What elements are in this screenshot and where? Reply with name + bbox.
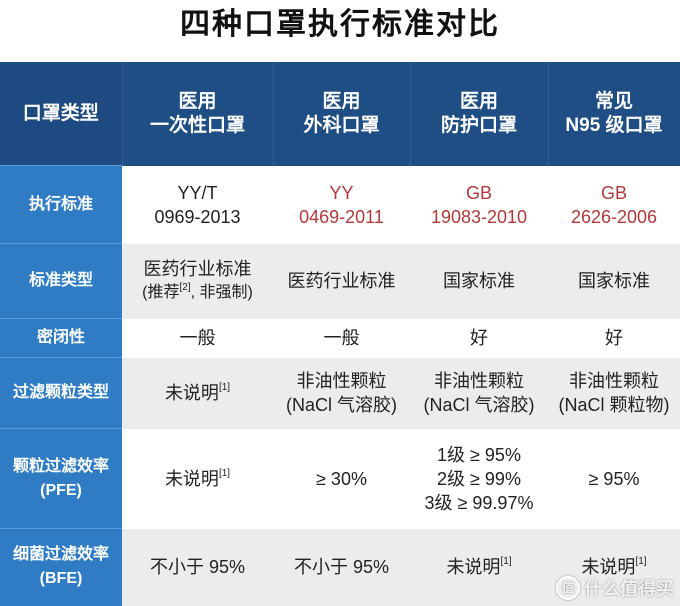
footnote-ref: [2]	[179, 282, 191, 293]
table-cell: 不小于 95%	[122, 528, 273, 606]
table-cell: 非油性颗粒 (NaCl 气溶胶)	[273, 357, 410, 429]
cell-line: 未说明	[446, 557, 501, 577]
table-cell: 国家标准	[548, 243, 680, 319]
cell-line: 非油性颗粒	[434, 371, 524, 391]
header-line2: 外科口罩	[303, 114, 380, 136]
cell-line: 未说明	[164, 468, 219, 489]
table-cell: 非油性颗粒 (NaCl 颗粒物)	[548, 357, 680, 429]
cell-line: 未说明	[581, 557, 636, 577]
table-row-bfe: 细菌过滤效率 (BFE) 不小于 95% 不小于 95% 未说明[1] 未说明[1…	[0, 528, 680, 606]
table-cell: 非油性颗粒 (NaCl 气溶胶)	[410, 357, 548, 429]
cell-line: 未说明	[164, 383, 219, 403]
watermark-logo-icon: 值	[556, 576, 580, 600]
table-cell: YY 0469-2011	[273, 166, 410, 244]
cell-line: 2626-2006	[570, 206, 658, 227]
footnote-ref: [1]	[218, 467, 231, 479]
comparison-table: 口罩类型 医用 一次性口罩 医用 外科口罩 医用 防护口罩 常见 N95 级口罩 执行标…	[0, 62, 680, 606]
table-cell: 未说明[1]	[122, 429, 273, 529]
row-label: 执行标准	[0, 165, 122, 244]
table-cell: 未说明[1]	[410, 528, 548, 606]
table-cell: ≥ 95%	[588, 468, 640, 489]
table-row-standard: 执行标准 YY/T 0969-2013 YY 0469-2011 GB 19083-2…	[0, 165, 680, 244]
header-line2: N95 级口罩	[565, 114, 663, 136]
cell-line: 0469-2011	[299, 206, 384, 227]
cell-line: 非油性颗粒	[296, 371, 387, 391]
row-label-line: (BFE)	[39, 570, 83, 588]
column-header-n95: 常见 N95 级口罩	[548, 62, 680, 166]
table-cell: 一般	[179, 328, 216, 348]
watermark: 值什么值得买	[556, 575, 674, 601]
row-label-line: 细菌过滤效率	[12, 546, 109, 564]
row-label: 密闭性	[0, 318, 122, 358]
header-line1: 医用	[178, 90, 217, 112]
table-cell: GB 19083-2010	[410, 166, 548, 244]
row-label-header: 口罩类型	[0, 62, 123, 166]
table-cell: 不小于 95%	[273, 528, 410, 606]
table-cell: GB 2626-2006	[548, 166, 680, 244]
cell-line: 非油性颗粒	[569, 371, 659, 391]
header-line1: 常见	[594, 90, 633, 112]
row-label: 过滤颗粒类型	[0, 357, 122, 429]
column-header-surgical: 医用 外科口罩	[273, 62, 411, 166]
cell-line: (NaCl 颗粒物)	[558, 395, 670, 415]
table-cell: 好	[470, 328, 488, 348]
cell-line: YY	[329, 182, 354, 203]
footnote-ref: [1]	[218, 382, 231, 393]
row-label-line: (PFE)	[40, 481, 82, 499]
header-line1: 医用	[459, 90, 498, 112]
table-row-standard-type: 标准类型 医药行业标准 (推荐[2], 非强制) 医药行业标准 国家标准 国家标准	[0, 243, 680, 319]
header-line2: 防护口罩	[440, 114, 517, 136]
cell-line: 医药行业标准	[143, 259, 252, 279]
row-label-line: 颗粒过滤效率	[12, 457, 109, 475]
row-label: 标准类型	[0, 243, 122, 319]
table-row-pfe: 颗粒过滤效率 (PFE) 未说明[1] ≥ 30% 1级 ≥ 95% 2级 ≥ 99…	[0, 428, 680, 529]
table-cell: 医药行业标准 (推荐[2], 非强制)	[122, 243, 273, 319]
column-header-protective: 医用 防护口罩	[410, 62, 549, 166]
cell-line: GB	[600, 182, 627, 203]
cell-line: 19083-2010	[430, 206, 528, 227]
footnote-ref: [1]	[635, 556, 647, 567]
cell-line: GB	[465, 182, 492, 203]
watermark-text: 什么值得买	[584, 579, 674, 599]
cell-line: YY/T	[177, 182, 218, 203]
footnote-ref: [1]	[500, 556, 512, 567]
table-cell: 未说明[1]	[122, 357, 273, 429]
table-cell: 1级 ≥ 95% 2级 ≥ 99% 3级 ≥ 99.97%	[410, 429, 548, 529]
cell-line: (NaCl 气溶胶)	[286, 395, 397, 415]
row-label: 细菌过滤效率 (BFE)	[0, 528, 122, 606]
table-cell: 医药行业标准	[273, 243, 410, 319]
table-row-particle-type: 过滤颗粒类型 未说明[1] 非油性颗粒 (NaCl 气溶胶) 非油性颗粒 (NaCl…	[0, 357, 680, 429]
header-row: 口罩类型 医用 一次性口罩 医用 外科口罩 医用 防护口罩 常见 N95 级口罩	[0, 62, 680, 166]
header-line2: 一次性口罩	[149, 114, 245, 136]
table-cell: 好	[605, 328, 623, 348]
table-cell: YY/T 0969-2013	[122, 166, 273, 244]
cell-line: (NaCl 气溶胶)	[423, 395, 535, 415]
column-header-disposable: 医用 一次性口罩	[122, 62, 274, 166]
page-title: 四种口罩执行标准对比	[180, 8, 500, 41]
cell-line: 1级 ≥ 95%	[437, 444, 521, 465]
table-cell: ≥ 30%	[316, 468, 367, 489]
header-line1: 医用	[322, 90, 361, 112]
cell-line: (推荐	[142, 284, 180, 301]
row-label: 颗粒过滤效率 (PFE)	[0, 428, 122, 529]
table-cell: 国家标准	[410, 243, 548, 319]
table-row-seal: 密闭性 一般 一般 好 好	[0, 318, 680, 358]
cell-line: 2级 ≥ 99%	[437, 468, 521, 489]
table-cell: 一般	[323, 328, 360, 348]
cell-line: 0969-2013	[154, 206, 241, 227]
cell-line: 3级 ≥ 99.97%	[424, 492, 534, 513]
cell-line: , 非强制)	[190, 284, 253, 301]
